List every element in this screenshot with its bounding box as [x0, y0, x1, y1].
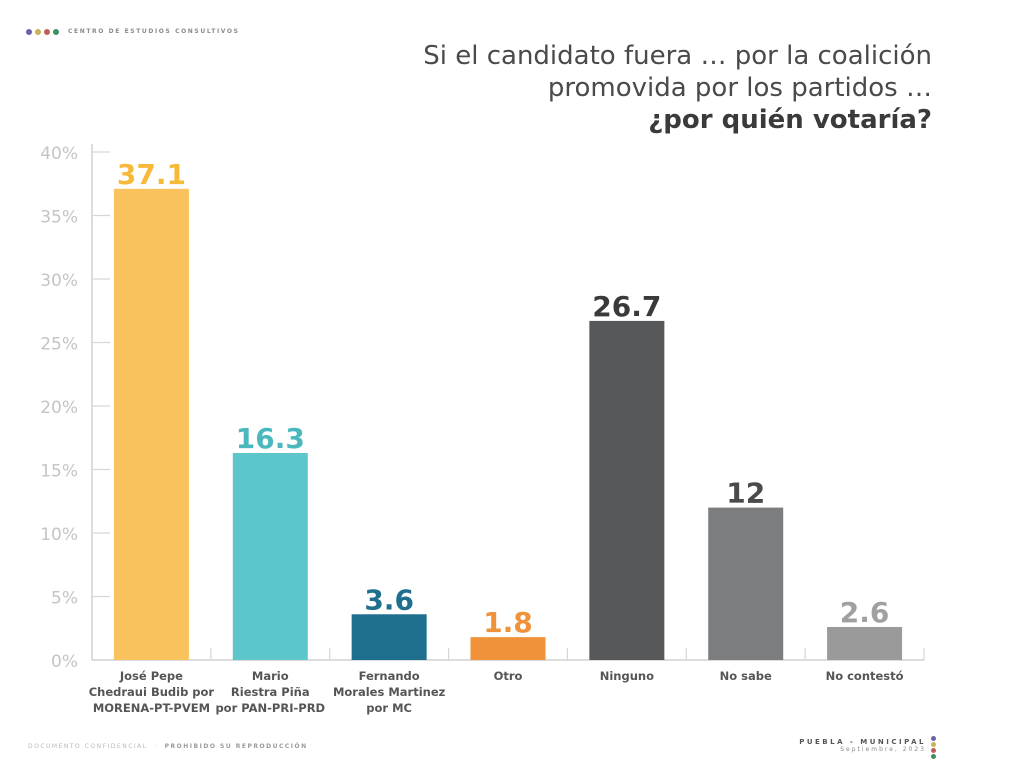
footer-dot-icon — [931, 736, 936, 741]
x-tick-label: No contestó — [826, 669, 904, 683]
data-label: 12 — [726, 477, 765, 510]
x-tick-label-line: Mario — [252, 669, 289, 683]
x-tick-label-line: No contestó — [826, 669, 904, 683]
x-tick-label-line: Fernando — [359, 669, 420, 683]
data-label: 26.7 — [592, 290, 661, 323]
bar — [351, 614, 427, 660]
chart-title: Si el candidato fuera … por la coalición… — [423, 40, 932, 136]
y-tick-label: 35% — [40, 208, 78, 228]
brand-name: CENTRO DE ESTUDIOS CONSULTIVOS — [68, 28, 240, 35]
y-tick-label: 30% — [40, 271, 78, 291]
data-label: 37.1 — [117, 158, 186, 191]
y-tick-label: 25% — [40, 335, 78, 355]
brand-logo: CENTRO DE ESTUDIOS CONSULTIVOS — [26, 28, 240, 35]
bar — [708, 507, 784, 660]
x-tick-label-line: No sabe — [720, 669, 772, 683]
x-tick-label-line: Morales Martinez — [333, 685, 446, 699]
x-tick-label-line: Ninguno — [600, 669, 654, 683]
x-tick-label-line: José Pepe — [119, 669, 183, 683]
x-tick-label: Otro — [494, 669, 523, 683]
y-tick-label: 5% — [51, 589, 78, 609]
x-tick-label-line: por MC — [366, 701, 412, 715]
footer-reproduction-text: PROHIBIDO SU REPRODUCCIÓN — [164, 743, 308, 750]
bar — [113, 188, 189, 660]
brand-dot-icon — [53, 28, 59, 35]
x-tick-label-line: por PAN-PRI-PRD — [215, 701, 325, 715]
y-tick-label: 20% — [40, 398, 78, 418]
brand-dot-icon — [35, 28, 41, 35]
x-tick-label: No sabe — [720, 669, 772, 683]
bar — [827, 626, 903, 660]
title-line-3: ¿por quién votaría? — [648, 105, 932, 135]
data-label: 3.6 — [364, 583, 414, 616]
y-tick-label: 0% — [51, 652, 78, 672]
bar — [232, 452, 308, 660]
y-tick-label: 15% — [40, 462, 78, 482]
brand-dot-icon — [26, 28, 32, 35]
title-line-2: promovida por los partidos … — [547, 73, 932, 103]
x-tick-label: Ninguno — [600, 669, 654, 683]
footer-dot-icon — [931, 748, 936, 753]
y-tick-label: 40% — [40, 144, 78, 164]
footer-confidential-text: DOCUMENTO CONFIDENCIAL — [28, 743, 148, 750]
brand-dot-icon — [44, 28, 50, 35]
footer-logo-dots — [931, 736, 936, 759]
x-tick-label: Fernando Morales Martinez por MC — [333, 669, 446, 715]
data-label: 16.3 — [236, 422, 305, 455]
footer-location-title: PUEBLA - MUNICIPAL — [799, 738, 926, 746]
data-label: 1.8 — [483, 606, 533, 639]
x-tick-label: José Pepe Chedraui Budib por MORENA-PT-PVE… — [89, 669, 215, 715]
x-tick-label-line: Chedraui Budib por — [89, 685, 215, 699]
footer-dot-icon — [931, 754, 936, 759]
x-tick-label-line: Otro — [494, 669, 523, 683]
footer-dot-icon — [931, 742, 936, 747]
data-label: 2.6 — [840, 596, 890, 629]
footer-date: Septiembre, 2023 — [840, 746, 926, 753]
x-tick-label-line: MORENA-PT-PVEM — [93, 701, 210, 715]
footer-location: PUEBLA - MUNICIPAL Septiembre, 2023 — [799, 738, 926, 753]
bar — [470, 637, 546, 660]
y-tick-label: 10% — [40, 525, 78, 545]
x-tick-label: Mario Riestra Piña por PAN-PRI-PRD — [215, 669, 325, 715]
bar — [589, 320, 665, 660]
title-line-1: Si el candidato fuera … por la coalición — [423, 41, 932, 71]
x-tick-label-line: Riestra Piña — [231, 685, 310, 699]
footer-confidential: DOCUMENTO CONFIDENCIAL · PROHIBIDO SU RE… — [28, 743, 308, 750]
